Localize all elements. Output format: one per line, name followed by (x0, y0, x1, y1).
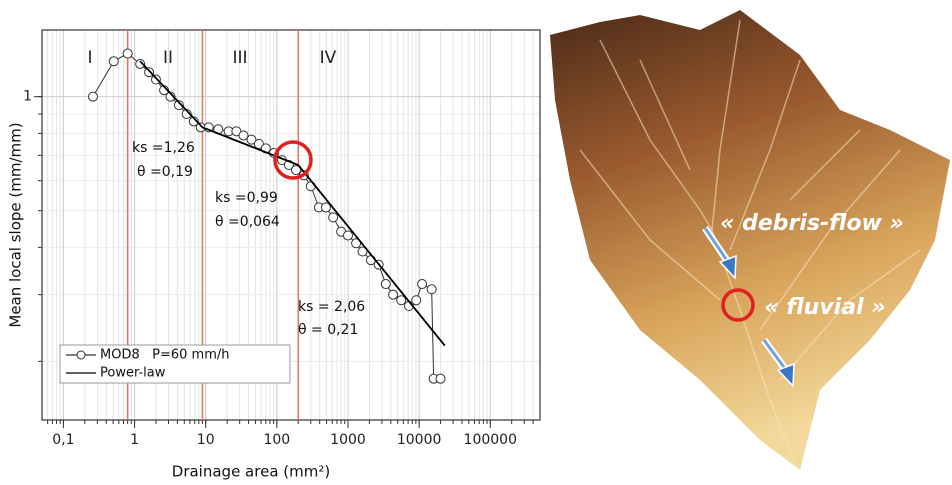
series-line (139, 60, 446, 347)
data-point (426, 284, 437, 295)
legend-box (59, 344, 291, 384)
x-axis-label: Drainage area (mm²) (172, 463, 330, 481)
data-point (291, 165, 302, 176)
x-tick-label: 10 (197, 432, 215, 448)
data-point (246, 134, 257, 145)
legend-marker (76, 350, 86, 360)
image-label: « fluvial » (764, 295, 885, 320)
data-point (122, 48, 133, 59)
drainage-network (579, 19, 921, 466)
annotation: θ = 0,21 (298, 322, 358, 338)
y-axis-label: Mean local slope (mm/mm) (7, 122, 25, 327)
legend-label: Power-law (100, 366, 166, 381)
arrows (702, 226, 795, 388)
data-point (135, 58, 146, 69)
highlight-circle (721, 288, 755, 322)
region-label: III (232, 48, 247, 68)
data-point (411, 295, 422, 306)
x-tick-label: 100 (263, 432, 290, 448)
annotation: θ =0,064 (215, 214, 280, 230)
annotation: θ =0,19 (137, 164, 193, 180)
region-label: I (87, 48, 92, 68)
terrain (550, 10, 950, 470)
data-point (150, 74, 161, 85)
x-tick-label: 100000 (464, 432, 517, 448)
region-label: II (163, 48, 173, 68)
data-point (173, 100, 184, 111)
y-tick-label: 1 (23, 89, 32, 105)
plot-frame (41, 29, 541, 421)
highlight-circle (273, 140, 313, 180)
data-point (108, 56, 119, 67)
x-tick-label: 1 (130, 432, 139, 448)
data-point (320, 202, 331, 213)
data-point (144, 67, 155, 78)
data-point (357, 246, 368, 257)
data-point (435, 373, 446, 384)
data-point (380, 279, 391, 290)
data-point (342, 230, 353, 241)
data-point (388, 289, 399, 300)
legend-label: MOD8 P=60 mm/h (100, 348, 229, 363)
annotation: ks =1,26 (132, 140, 195, 156)
data-point (328, 212, 339, 223)
data-point (351, 238, 362, 249)
terrain-image: « debris-flow » « fluvial » (550, 10, 950, 470)
image-label: « debris-flow » (720, 211, 904, 236)
data-point (253, 138, 264, 149)
annotation: ks =0,99 (215, 190, 278, 206)
data-point (396, 295, 407, 306)
annotation: ks = 2,06 (298, 299, 365, 315)
x-tick-label: 1000 (330, 432, 366, 448)
region-label: IV (320, 48, 337, 68)
data-point (87, 91, 98, 102)
data-point (417, 279, 428, 290)
x-tick-label: 10000 (397, 432, 442, 448)
x-tick-label: 0,1 (52, 432, 74, 448)
data-point (238, 130, 249, 141)
